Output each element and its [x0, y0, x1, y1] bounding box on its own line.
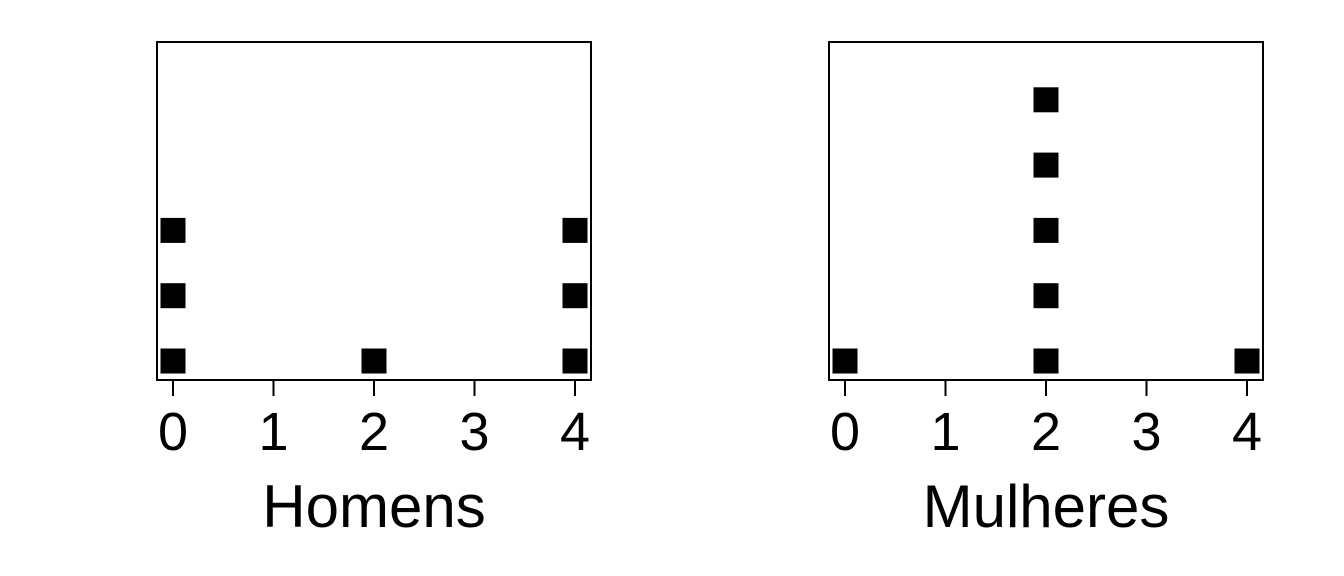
x-tick-label-homens-0: 0: [158, 402, 188, 462]
x-tick-label-mulheres-4: 4: [1232, 402, 1262, 462]
dot-mulheres-x2-2: [1033, 217, 1059, 243]
dot-homens-x0-0: [160, 348, 186, 374]
dot-mulheres-x2-4: [1033, 87, 1059, 113]
x-tick-label-mulheres-1: 1: [930, 402, 960, 462]
x-ticks-mulheres: [844, 380, 1248, 396]
x-tick-labels-homens: 0 1 2 3 4: [158, 402, 590, 462]
panel-homens: 0 1 2 3 4 Homens: [156, 41, 592, 540]
plot-frame-homens: [156, 41, 592, 381]
x-tick-label-homens-4: 4: [560, 402, 590, 462]
panel-mulheres: 0 1 2 3 4 Mulheres: [828, 41, 1264, 540]
x-axis-label-mulheres: Mulheres: [923, 473, 1170, 540]
x-tick-label-mulheres-0: 0: [830, 402, 860, 462]
dot-homens-x2-0: [361, 348, 387, 374]
dot-mulheres-x2-1: [1033, 283, 1059, 309]
dot-mulheres-x4-0: [1234, 348, 1260, 374]
x-tick-label-mulheres-3: 3: [1131, 402, 1161, 462]
dot-mulheres-x2-0: [1033, 348, 1059, 374]
x-tick-label-homens-2: 2: [359, 402, 389, 462]
x-tick-labels-mulheres: 0 1 2 3 4: [830, 402, 1262, 462]
dot-homens-x4-0: [562, 348, 588, 374]
dot-homens-x4-1: [562, 283, 588, 309]
dot-homens-x0-2: [160, 217, 186, 243]
x-axis-label-homens: Homens: [262, 473, 485, 540]
dot-homens-x0-1: [160, 283, 186, 309]
dots-homens: [160, 217, 588, 374]
x-tick-label-mulheres-2: 2: [1031, 402, 1061, 462]
dot-mulheres-x0-0: [832, 348, 858, 374]
x-ticks-homens: [172, 380, 576, 396]
dot-mulheres-x2-3: [1033, 152, 1059, 178]
dot-homens-x4-2: [562, 217, 588, 243]
dots-mulheres: [832, 87, 1260, 374]
x-tick-label-homens-1: 1: [258, 402, 288, 462]
x-tick-label-homens-3: 3: [459, 402, 489, 462]
